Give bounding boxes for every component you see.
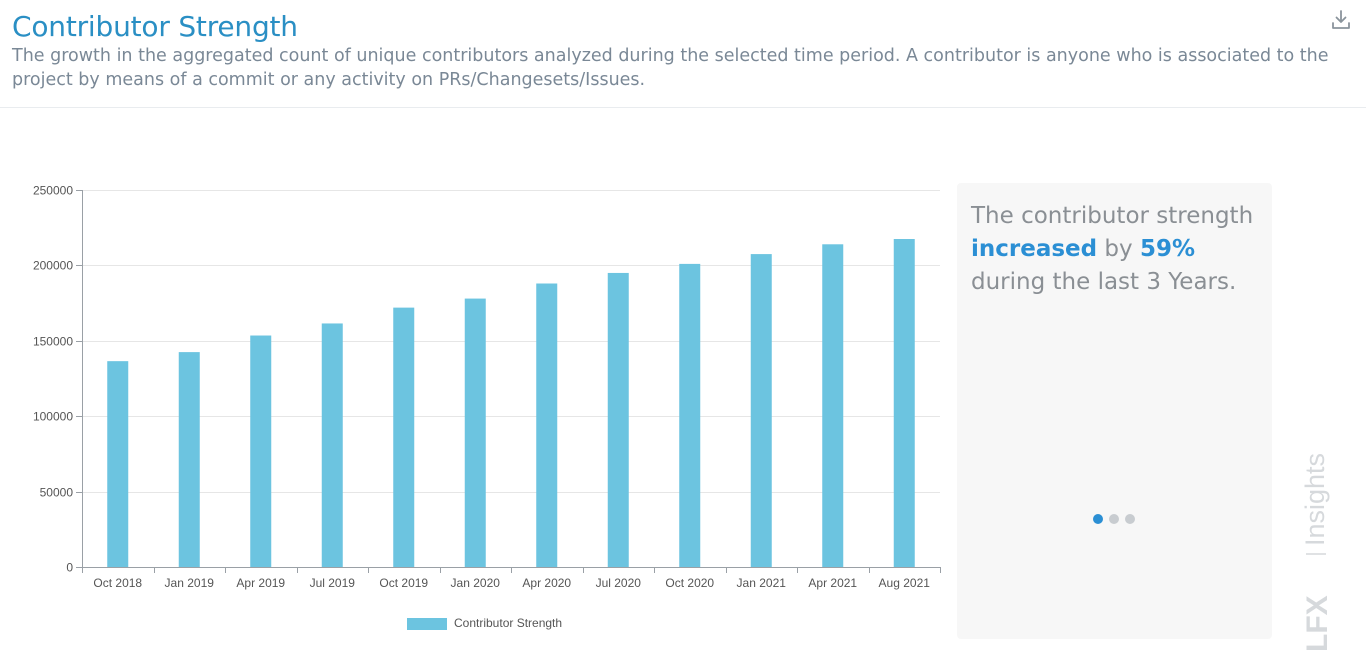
legend-swatch <box>407 618 447 630</box>
bar <box>178 352 200 567</box>
chart-svg: 0 50000 100000 150000 200000 250000 Oct 2018 Ja… <box>33 184 941 630</box>
insight-panel: The contributor strength increased by 59… <box>957 183 1272 639</box>
carousel-dot-3[interactable] <box>1125 514 1135 524</box>
bar-chart: 0 50000 100000 150000 200000 250000 Oct 2018 Ja… <box>0 108 950 655</box>
y-tick-label: 150000 <box>33 335 73 349</box>
download-icon[interactable] <box>1330 8 1352 32</box>
x-tick-label: Apr 2020 <box>522 576 571 590</box>
carousel-dot-1[interactable] <box>1093 514 1103 524</box>
insight-mid: by <box>1097 236 1140 262</box>
insight-text: The contributor strength increased by 59… <box>971 200 1263 299</box>
x-tick-label: Oct 2019 <box>379 576 428 590</box>
bar <box>107 361 129 567</box>
bar <box>464 298 486 567</box>
insight-highlight-percent: 59% <box>1139 236 1196 262</box>
y-tick-label: 0 <box>66 561 73 575</box>
logo-insights-text: Insights <box>1300 453 1330 546</box>
x-tick-label: Jan 2021 <box>737 576 787 590</box>
bar <box>321 323 343 567</box>
y-tick-label: 50000 <box>40 486 74 500</box>
x-tick-label: Jul 2020 <box>596 576 642 590</box>
x-tick-label: Jan 2019 <box>165 576 215 590</box>
x-tick-label: Oct 2020 <box>665 576 714 590</box>
x-tick-label: Jul 2019 <box>310 576 356 590</box>
bar <box>893 239 915 567</box>
x-tick-label: Apr 2019 <box>236 576 285 590</box>
legend-label: Contributor Strength <box>454 616 562 630</box>
y-tick-label: 250000 <box>33 184 73 198</box>
y-tick-label: 100000 <box>33 410 73 424</box>
bar <box>750 254 772 567</box>
x-tick-label: Aug 2021 <box>879 576 931 590</box>
insight-highlight-increased: increased <box>971 236 1098 262</box>
page-title: Contributor Strength <box>12 10 298 43</box>
lfx-insights-logo: Insights LFX <box>1296 446 1334 652</box>
bar <box>822 244 844 567</box>
bar <box>679 263 701 567</box>
page-subtitle: The growth in the aggregated count of un… <box>12 46 1329 90</box>
x-tick-label: Jan 2020 <box>451 576 501 590</box>
x-tick-label: Apr 2021 <box>808 576 857 590</box>
bar <box>607 272 629 567</box>
bar <box>250 335 272 567</box>
insight-pre: The contributor strength <box>971 203 1254 229</box>
bar <box>536 283 558 567</box>
carousel-dots <box>1093 514 1135 524</box>
x-tick-label: Oct 2018 <box>93 576 142 590</box>
carousel-dot-2[interactable] <box>1109 514 1119 524</box>
bar <box>393 307 415 567</box>
logo-lfx-text: LFX <box>1301 595 1332 652</box>
insight-post: during the last 3 Years. <box>971 269 1237 295</box>
chart-header: Contributor Strength The growth in the a… <box>0 0 1366 108</box>
y-tick-label: 200000 <box>33 259 73 273</box>
